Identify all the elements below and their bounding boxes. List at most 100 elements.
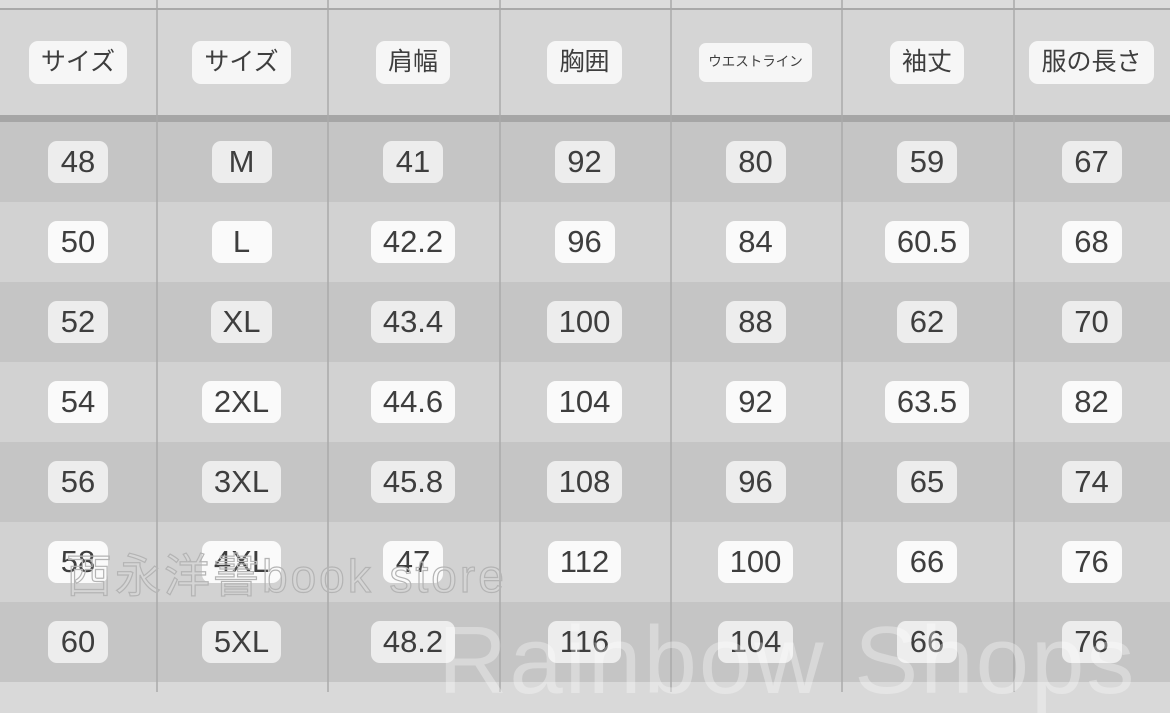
table-cell: 66	[841, 522, 1013, 602]
cell-value: 56	[48, 460, 108, 504]
table-cell: 43.4	[327, 282, 499, 362]
table-cell: 104	[670, 602, 841, 682]
table-cell: 60.5	[841, 202, 1013, 282]
brand-watermark: Rainbow Shops	[438, 607, 1137, 713]
cell-value: 47	[383, 540, 443, 584]
table-cell: XL	[156, 282, 327, 362]
table-cell: 48	[0, 122, 156, 202]
table-cell: 52	[0, 282, 156, 362]
table-cell: 88	[670, 282, 841, 362]
cell-value: 48.2	[370, 620, 456, 664]
cell-value: L	[211, 220, 272, 264]
header-label: 服の長さ	[1029, 40, 1154, 85]
table-cell: 58	[0, 522, 156, 602]
cell-value: 68	[1061, 220, 1122, 264]
table-cell: 63.5	[841, 362, 1013, 442]
table-cell: 66	[841, 602, 1013, 682]
cell-value: 54	[48, 380, 108, 424]
cell-value: 41	[383, 140, 443, 184]
header-label: ウエストライン	[699, 43, 812, 82]
cell-value: 88	[725, 300, 786, 344]
cell-value: 45.8	[370, 460, 456, 504]
store-watermark: 西永洋書book store	[65, 549, 507, 602]
table-cell: 104	[499, 362, 670, 442]
table-cell: 47	[327, 522, 499, 602]
table-body: 48 M 41 92 80 59 67 50 L 42.2 96 84 60.5 68 52 XL 43.4 10…	[0, 122, 1170, 682]
table-cell: 76	[1013, 602, 1170, 682]
table-cell: 68	[1013, 202, 1170, 282]
cell-value: 84	[725, 220, 786, 264]
header-cell: 服の長さ	[1013, 10, 1170, 115]
cell-value: 66	[897, 620, 957, 664]
top-strip	[0, 0, 1170, 10]
cell-value: 92	[725, 380, 786, 424]
header-label: サイズ	[28, 40, 128, 85]
table-cell: 67	[1013, 122, 1170, 202]
cell-value: 112	[547, 540, 622, 584]
header-row: サイズ サイズ 肩幅 胸囲 ウエストライン 袖丈 服の長さ	[0, 10, 1170, 115]
table-row: 50 L 42.2 96 84 60.5 68	[0, 202, 1170, 282]
header-separator	[0, 115, 1170, 122]
header-cell: ウエストライン	[670, 10, 841, 115]
cell-value: 60.5	[884, 220, 970, 264]
cell-value: 65	[897, 460, 957, 504]
column-divider	[841, 0, 843, 692]
table-row: 48 M 41 92 80 59 67	[0, 122, 1170, 202]
table-cell: 108	[499, 442, 670, 522]
table-cell: 65	[841, 442, 1013, 522]
table-cell: 96	[670, 442, 841, 522]
cell-value: 70	[1061, 300, 1122, 344]
cell-value: 48	[48, 140, 108, 184]
header-label: 肩幅	[375, 40, 450, 85]
cell-value: 2XL	[201, 380, 282, 424]
table-cell: 74	[1013, 442, 1170, 522]
table-cell: 48.2	[327, 602, 499, 682]
cell-value: 43.4	[370, 300, 456, 344]
table-cell: 116	[499, 602, 670, 682]
cell-value: 104	[546, 380, 623, 424]
cell-value: 96	[725, 460, 786, 504]
table-cell: 41	[327, 122, 499, 202]
cell-value: 50	[48, 220, 108, 264]
table-cell: 92	[499, 122, 670, 202]
table-cell: 54	[0, 362, 156, 442]
cell-value: 59	[897, 140, 957, 184]
table-cell: 44.6	[327, 362, 499, 442]
column-divider	[327, 0, 329, 692]
table-cell: 4XL	[156, 522, 327, 602]
table-cell: 2XL	[156, 362, 327, 442]
table-cell: 92	[670, 362, 841, 442]
table-cell: 96	[499, 202, 670, 282]
cell-value: 66	[897, 540, 957, 584]
cell-value: 100	[546, 300, 623, 344]
cell-value: XL	[210, 300, 273, 344]
table-cell: 84	[670, 202, 841, 282]
table-cell: 76	[1013, 522, 1170, 602]
header-cell: サイズ	[0, 10, 156, 115]
table-cell: 42.2	[327, 202, 499, 282]
table-cell: 62	[841, 282, 1013, 362]
table-cell: 112	[499, 522, 670, 602]
header-cell: 袖丈	[841, 10, 1013, 115]
cell-value: 62	[897, 300, 957, 344]
cell-value: 63.5	[884, 380, 970, 424]
cell-value: 76	[1061, 540, 1122, 584]
cell-value: 58	[48, 540, 108, 584]
table-cell: 5XL	[156, 602, 327, 682]
cell-value: 44.6	[370, 380, 456, 424]
cell-value: 74	[1061, 460, 1122, 504]
table-cell: 80	[670, 122, 841, 202]
header-label: サイズ	[192, 40, 291, 85]
cell-value: 52	[48, 300, 108, 344]
table-row: 56 3XL 45.8 108 96 65 74	[0, 442, 1170, 522]
table-cell: 100	[499, 282, 670, 362]
table-cell: 3XL	[156, 442, 327, 522]
table-cell: 60	[0, 602, 156, 682]
cell-value: 104	[717, 620, 794, 664]
cell-value: 76	[1061, 620, 1122, 664]
header-cell: 肩幅	[327, 10, 499, 115]
cell-value: 3XL	[201, 460, 282, 504]
cell-value: 4XL	[201, 540, 282, 584]
column-divider	[499, 0, 501, 692]
